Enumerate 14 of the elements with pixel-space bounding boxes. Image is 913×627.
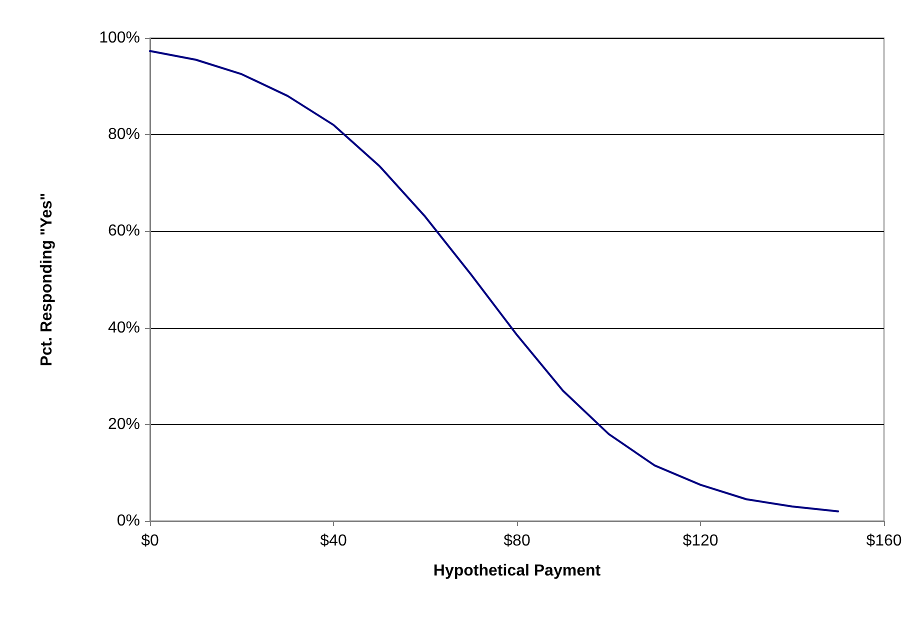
x-tick-label: $120: [682, 532, 718, 550]
x-tick-label: $40: [320, 532, 347, 550]
y-tick-label: 80%: [108, 126, 140, 144]
y-tick-label: 0%: [116, 512, 140, 530]
y-axis-title: Pct. Responding "Yes": [38, 192, 56, 366]
x-tick-label: $160: [866, 532, 902, 550]
line-series: [149, 50, 840, 512]
x-axis-title: Hypothetical Payment: [433, 562, 602, 580]
y-tick-label: 40%: [108, 319, 140, 336]
y-tick-label: 20%: [108, 416, 140, 433]
y-tick-label: 100%: [99, 30, 140, 46]
x-tick-label: $0: [141, 532, 159, 550]
x-tick-label: $80: [504, 532, 530, 550]
y-tick-label: 60%: [108, 222, 140, 240]
